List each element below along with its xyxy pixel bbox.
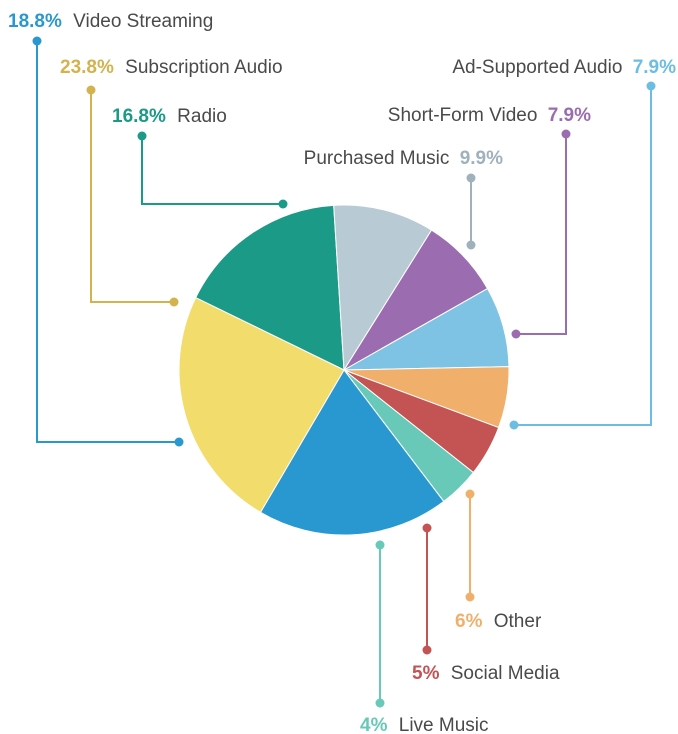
label-social-media: 5% Social Media <box>412 663 560 684</box>
leader-dot-social-media-label <box>422 523 432 533</box>
leader-dot-purchased-music-label <box>466 173 476 183</box>
pie-slice-video-streaming <box>259 369 445 536</box>
leader-dot-subscription-audio-slice <box>169 297 179 307</box>
leader-dot-ad-supported-audio-label <box>646 81 656 91</box>
label-live-music: 4% Live Music <box>360 715 489 734</box>
label-other-name: Other <box>494 611 542 632</box>
label-subscription-audio: 23.8% Subscription Audio <box>60 57 283 78</box>
label-ad-supported-audio: Ad-Supported Audio 7.9% <box>452 57 676 78</box>
label-purchased-music-name: Purchased Music <box>304 148 450 169</box>
label-radio-name: Radio <box>177 106 227 127</box>
pie-slice-radio <box>195 204 345 371</box>
label-video-streaming: 18.8% Video Streaming <box>8 11 213 32</box>
leader-line-short-form-video <box>516 134 567 335</box>
label-other: 6% Other <box>455 611 542 632</box>
label-radio-pct: 16.8% <box>112 106 166 127</box>
label-purchased-music: Purchased Music 9.9% <box>304 148 503 169</box>
leader-lines <box>32 36 656 708</box>
leader-dot-social-media-slice <box>422 645 432 655</box>
leader-dot-live-music-slice <box>375 698 385 708</box>
pie-slices <box>178 204 510 536</box>
label-ad-supported-audio-name: Ad-Supported Audio <box>452 57 622 78</box>
leader-dot-video-streaming-label <box>32 36 42 46</box>
leader-dot-short-form-video-label <box>561 129 571 139</box>
label-other-pct: 6% <box>455 611 483 632</box>
leader-dot-radio-label <box>137 131 147 141</box>
label-short-form-video-pct: 7.9% <box>548 105 591 126</box>
leader-dot-radio-slice <box>278 199 288 209</box>
leader-line-radio <box>141 136 283 205</box>
label-live-music-pct: 4% <box>360 715 388 734</box>
label-ad-supported-audio-pct: 7.9% <box>633 57 676 78</box>
label-social-media-pct: 5% <box>412 663 440 684</box>
label-radio: 16.8% Radio <box>112 106 227 127</box>
pie-slice-purchased-music <box>333 204 433 372</box>
leader-dot-ad-supported-audio-slice <box>509 420 519 430</box>
leader-dot-other-slice <box>465 592 475 602</box>
label-video-streaming-pct: 18.8% <box>8 11 62 32</box>
label-short-form-video-name: Short-Form Video <box>388 105 538 126</box>
leader-dot-subscription-audio-label <box>86 85 96 95</box>
leader-line-video-streaming <box>36 41 179 443</box>
leader-dot-other-label <box>465 489 475 499</box>
leader-dot-live-music-label <box>375 540 385 550</box>
leader-dot-short-form-video-slice <box>511 329 521 339</box>
label-social-media-name: Social Media <box>451 663 560 684</box>
leader-line-subscription-audio <box>90 90 174 303</box>
label-live-music-name: Live Music <box>399 715 489 734</box>
leader-dot-video-streaming-slice <box>174 437 184 447</box>
label-purchased-music-pct: 9.9% <box>460 148 503 169</box>
label-video-streaming-name: Video Streaming <box>73 11 213 32</box>
pie-slice-subscription-audio <box>178 297 345 513</box>
label-subscription-audio-pct: 23.8% <box>60 57 114 78</box>
label-subscription-audio-name: Subscription Audio <box>125 57 282 78</box>
leader-dot-purchased-music-slice <box>466 240 476 250</box>
label-short-form-video: Short-Form Video 7.9% <box>388 105 591 126</box>
leader-line-ad-supported-audio <box>514 86 652 426</box>
